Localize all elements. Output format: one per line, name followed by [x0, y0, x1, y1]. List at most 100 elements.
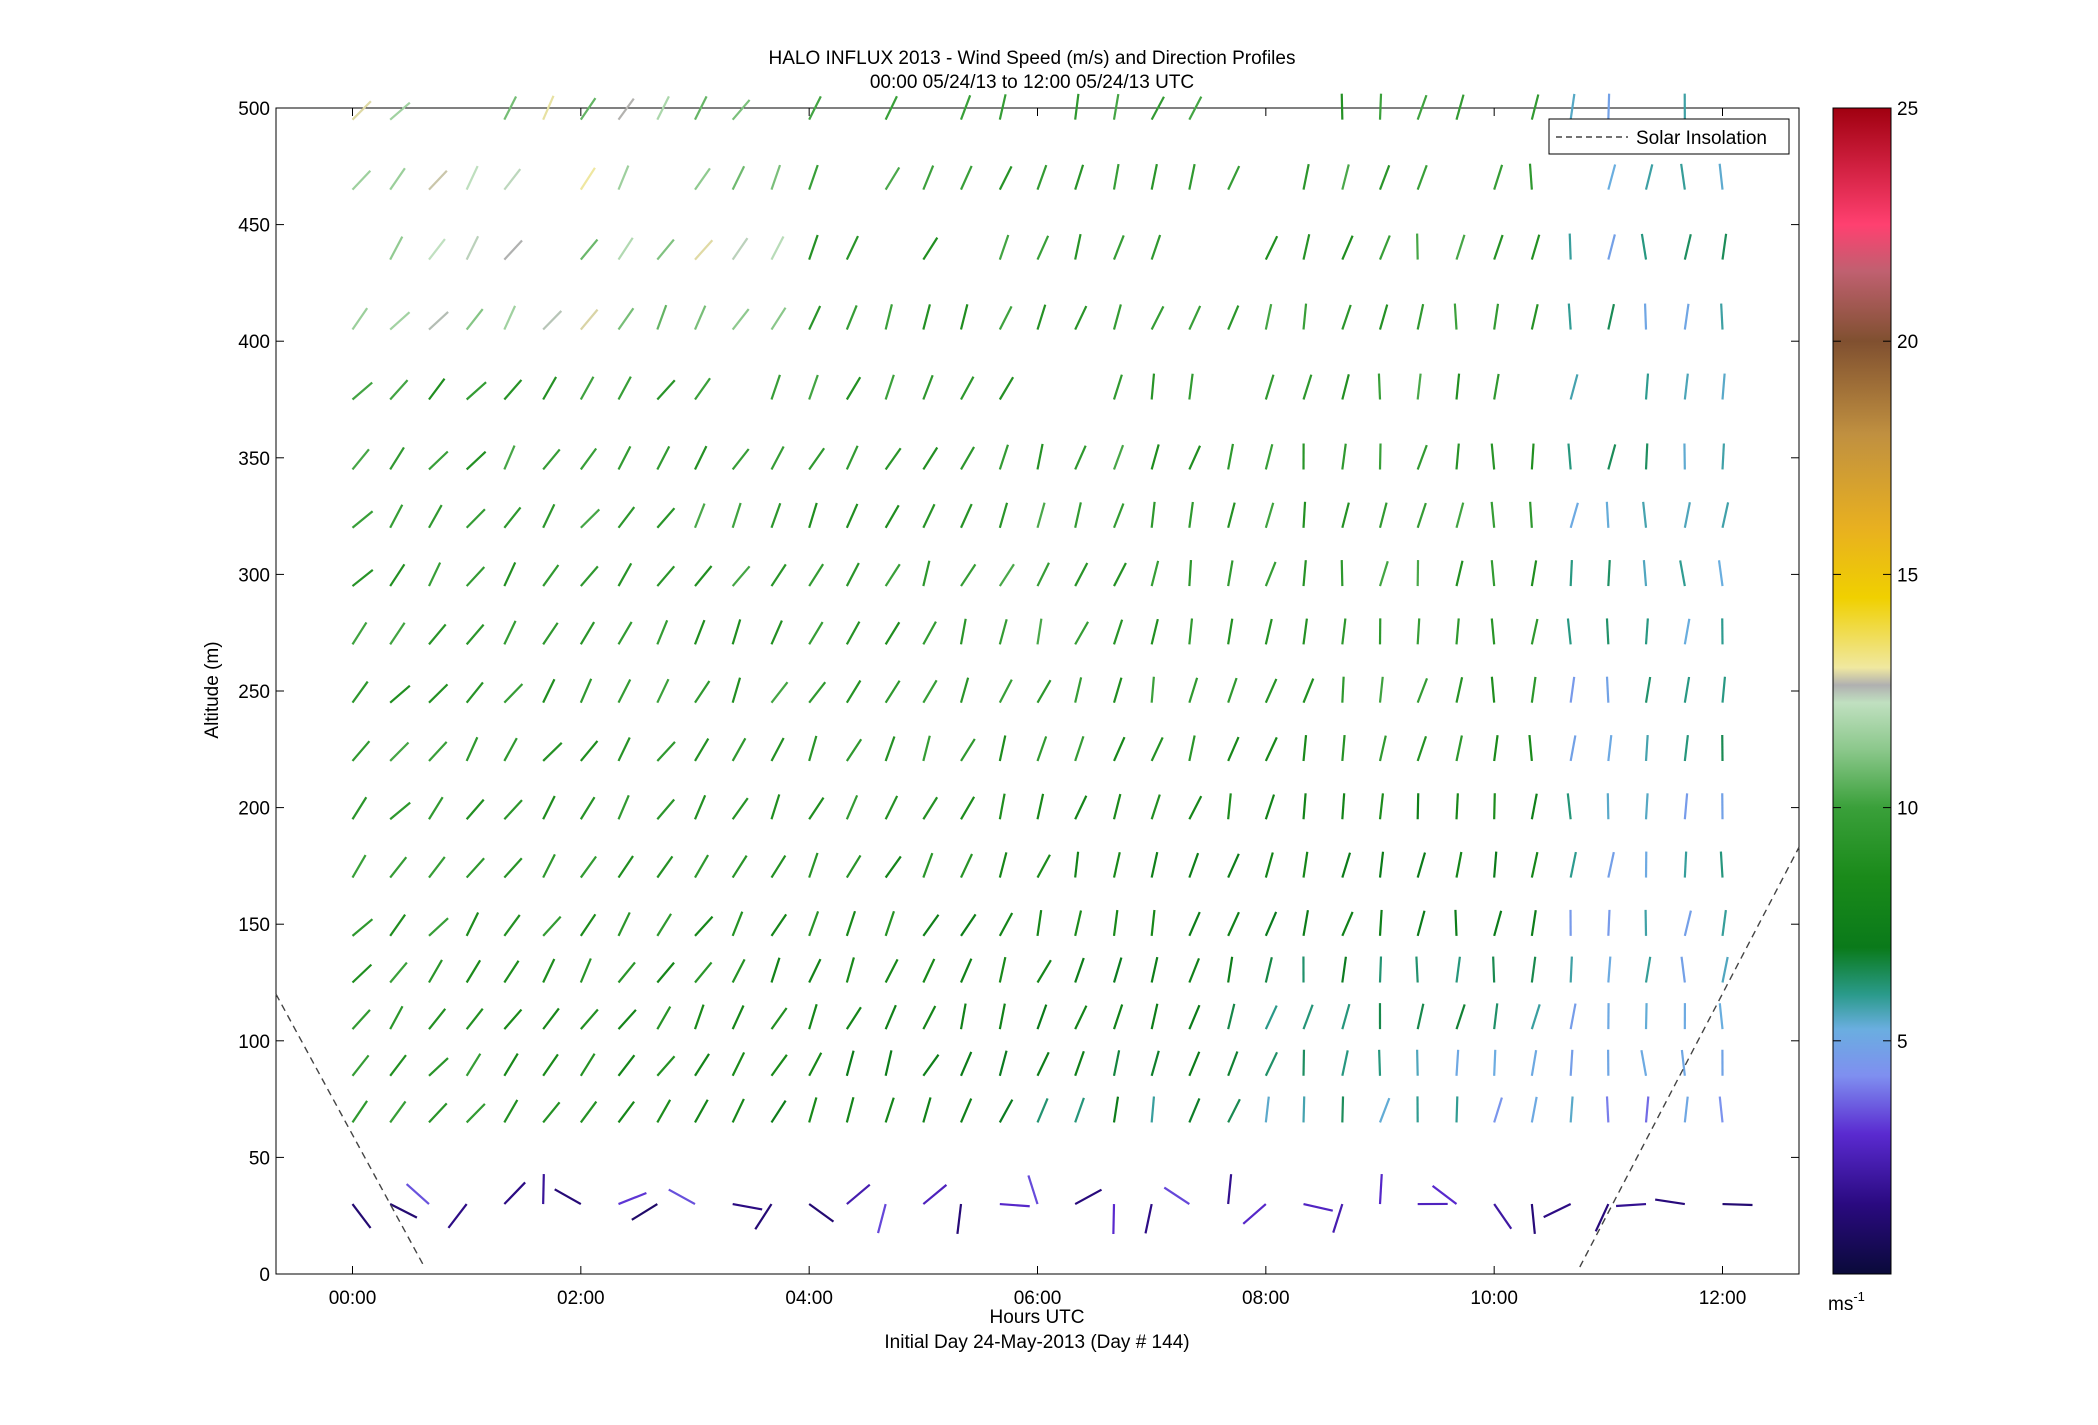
wind-barb — [1227, 677, 1238, 704]
wind-barb — [922, 914, 940, 937]
wind-barb — [1227, 560, 1234, 587]
wind-barb — [1378, 851, 1385, 878]
wind-barb — [1455, 956, 1461, 983]
wind-barb — [1302, 1096, 1306, 1123]
wind-barb — [1416, 1049, 1419, 1076]
wind-barb — [998, 852, 1008, 878]
wind-barb — [998, 234, 1010, 260]
wind-barb — [1605, 1096, 1610, 1123]
wind-barb — [922, 304, 931, 330]
wind-barb — [731, 565, 751, 587]
wind-barb — [808, 563, 825, 587]
wind-barb — [617, 621, 633, 645]
wind-barb — [1655, 1198, 1685, 1206]
wind-barb — [731, 677, 742, 703]
wind-barb — [389, 801, 411, 821]
wind-barb — [1264, 678, 1278, 704]
wind-barb — [1341, 956, 1347, 983]
wind-barb — [389, 961, 408, 984]
wind-barb — [1188, 96, 1203, 121]
wind-barb — [1605, 676, 1610, 703]
wind-barb — [617, 855, 634, 879]
wind-barb — [542, 310, 563, 331]
wind-barb — [542, 1053, 559, 1077]
wind-barb — [1144, 1203, 1153, 1234]
wind-barb — [1530, 676, 1537, 703]
wind-barb — [693, 794, 707, 820]
wind-barb — [1378, 304, 1389, 330]
wind-barb — [1074, 677, 1083, 703]
wind-barb — [617, 376, 632, 401]
wind-barb — [351, 100, 372, 121]
wind-barb — [1530, 94, 1540, 120]
wind-barb — [1721, 956, 1729, 983]
wind-barb — [579, 1053, 596, 1077]
wind-barb — [1341, 443, 1347, 470]
wind-barb — [1188, 735, 1196, 762]
wind-barb — [1036, 736, 1048, 762]
wind-barb — [542, 678, 556, 704]
wind-barb — [845, 738, 863, 762]
wind-barb — [1683, 851, 1688, 878]
wind-barb — [579, 796, 596, 820]
wind-barb — [656, 507, 676, 529]
wind-barb — [1528, 163, 1533, 190]
wind-barb — [732, 1202, 763, 1211]
colorbar-tick-label: 5 — [1897, 1032, 1908, 1053]
wind-barb — [465, 508, 486, 529]
wind-barb — [1112, 304, 1122, 330]
wind-barb — [876, 1203, 887, 1234]
wind-barb — [351, 448, 370, 471]
wind-barb — [1640, 1049, 1648, 1076]
wind-barb — [1150, 96, 1165, 121]
wind-barb — [1341, 1003, 1351, 1030]
wind-barb — [845, 445, 859, 470]
wind-barb — [1644, 618, 1649, 645]
wind-barb — [351, 1100, 368, 1124]
wind-barb — [1150, 373, 1156, 400]
wind-barb — [731, 619, 742, 645]
wind-barb — [884, 504, 900, 529]
wind-barb — [389, 1100, 407, 1124]
wind-barb — [770, 164, 782, 190]
wind-barb — [1680, 956, 1686, 983]
wind-barb — [1378, 1174, 1383, 1205]
wind-barb — [808, 735, 818, 762]
wind-barb — [1150, 618, 1159, 645]
wind-barb — [503, 1099, 519, 1123]
colorbar-unit-label: ms-1 — [1828, 1289, 1865, 1315]
wind-barb — [694, 1099, 709, 1123]
wind-barb — [1530, 1203, 1536, 1235]
wind-barb — [1150, 736, 1164, 762]
wind-barb — [1341, 852, 1352, 878]
wind-barb — [808, 681, 827, 704]
wind-barb — [1341, 734, 1346, 762]
wind-barb — [1607, 956, 1612, 983]
wind-barb — [542, 795, 556, 820]
wind-barb — [389, 504, 404, 529]
wind-barb — [770, 854, 787, 879]
wind-barb — [465, 736, 479, 762]
wind-barb — [845, 235, 859, 261]
wind-barb — [1594, 1203, 1610, 1232]
wind-barb — [884, 95, 898, 121]
x-tick-label: 04:00 — [785, 1288, 833, 1309]
wind-barb — [351, 854, 367, 879]
wind-barb — [845, 679, 862, 704]
wind-barb — [1718, 1096, 1724, 1123]
wind-barb — [808, 95, 822, 121]
wind-barb — [1074, 957, 1085, 983]
wind-barb — [1606, 793, 1610, 820]
wind-barb — [1683, 502, 1691, 528]
wind-barb — [1493, 851, 1498, 878]
wind-barb — [998, 94, 1007, 120]
wind-barb — [542, 1174, 545, 1205]
wind-barb — [1036, 443, 1044, 470]
wind-barb — [1455, 443, 1460, 470]
wind-barb — [770, 737, 785, 762]
wind-barb — [845, 1050, 855, 1077]
wind-barb — [617, 237, 634, 261]
wind-barb — [1378, 502, 1388, 529]
wind-barb — [579, 855, 597, 879]
wind-barb — [1150, 163, 1158, 190]
